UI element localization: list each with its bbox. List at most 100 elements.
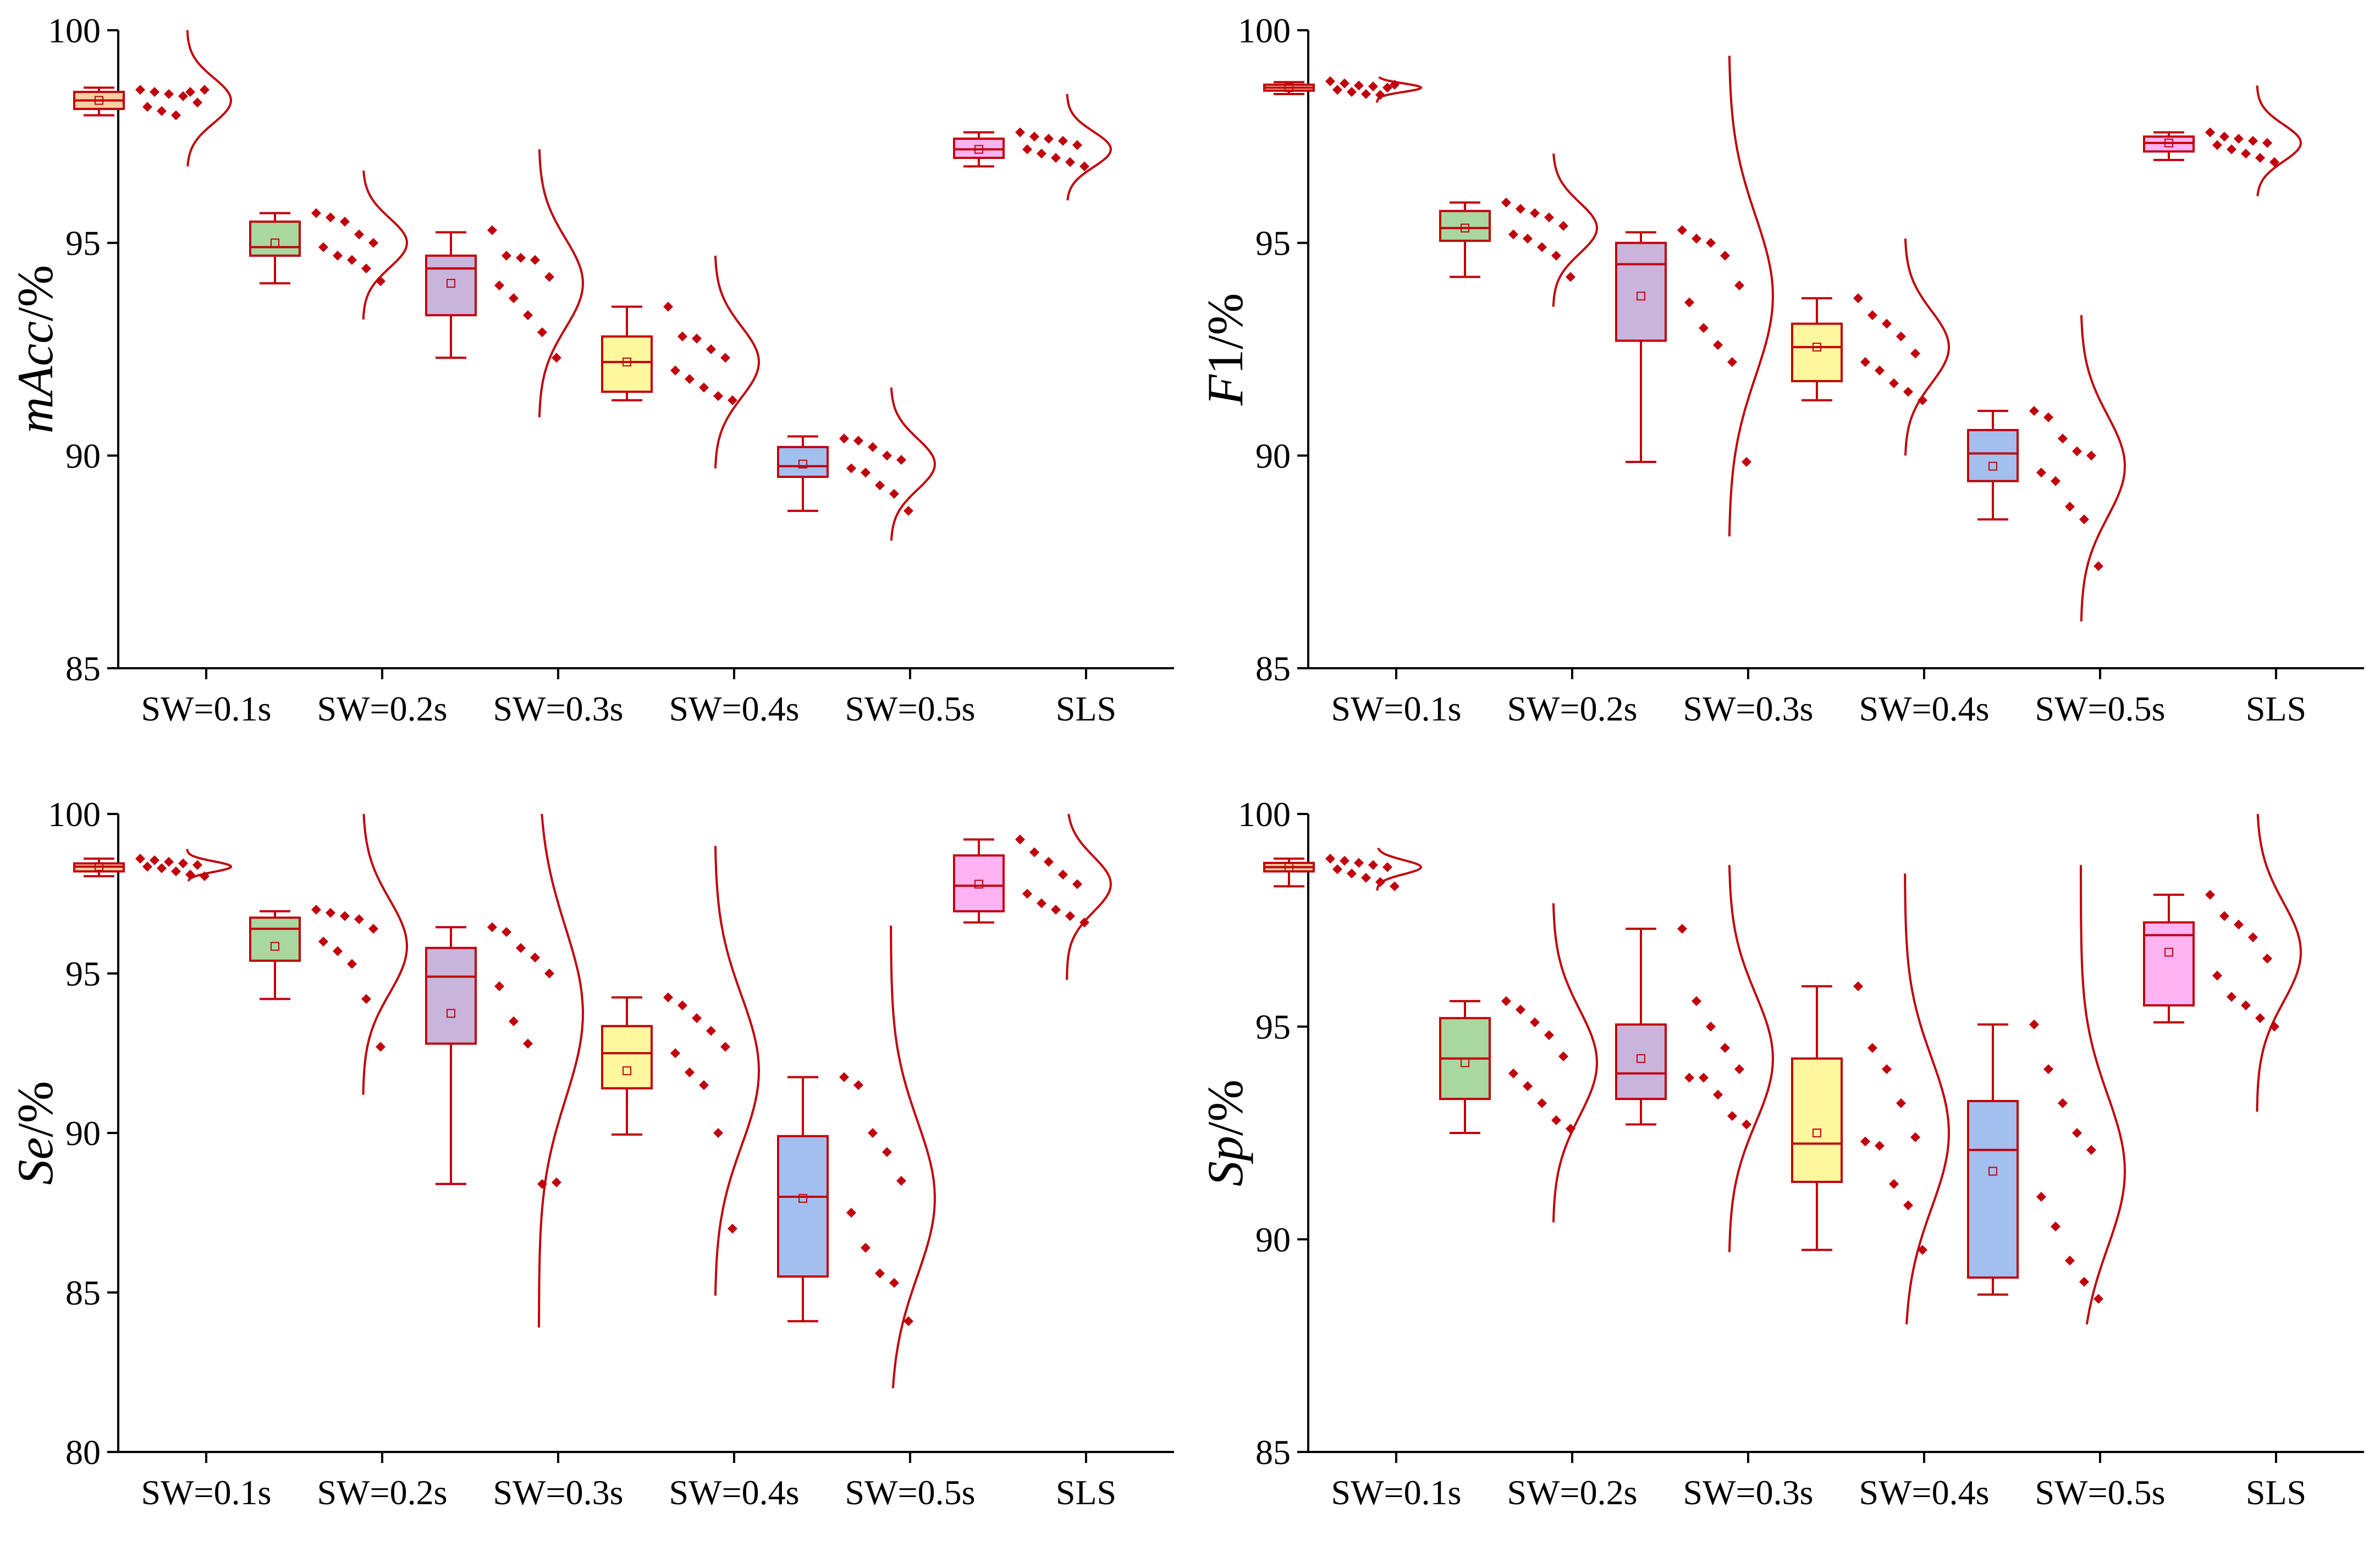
box	[249, 916, 301, 962]
data-point	[157, 863, 167, 873]
data-point	[1537, 1098, 1547, 1108]
data-point	[1015, 834, 1025, 845]
data-point	[1544, 1030, 1554, 1041]
y-axis-title: Se/%	[7, 1081, 63, 1185]
y-tick-label: 90	[65, 1114, 101, 1153]
data-point	[2248, 136, 2258, 146]
x-tick-label: SW=0.5s	[845, 1473, 976, 1512]
chart-panel-macc: 85 90 95 100 mAcc/% SW=0.1s SW=0.2s SW=0.3s SW=0…	[0, 0, 1190, 784]
data-point	[1684, 1072, 1694, 1083]
distribution-curve	[1066, 93, 1112, 201]
data-point	[1853, 293, 1863, 304]
data-point	[1530, 208, 1540, 218]
data-point	[1354, 80, 1364, 91]
data-point	[1889, 378, 1899, 388]
data-point	[1677, 923, 1687, 934]
data-point	[157, 106, 167, 116]
data-point	[1347, 87, 1357, 97]
data-point	[1523, 1081, 1533, 1091]
x-tick-label: SW=0.1s	[1331, 689, 1462, 728]
data-point	[1037, 898, 1046, 909]
distribution-curve	[2080, 865, 2126, 1325]
data-point	[376, 1042, 385, 1052]
data-point	[713, 391, 723, 401]
data-point	[2043, 412, 2053, 422]
data-point	[1037, 148, 1046, 159]
data-point	[164, 89, 174, 99]
data-point	[2219, 131, 2229, 142]
y-tick-label: 95	[65, 954, 101, 993]
data-point	[1684, 297, 1694, 307]
data-point	[1022, 889, 1032, 899]
data-point	[2262, 137, 2272, 148]
distribution-curve	[1376, 848, 1423, 891]
data-point	[2269, 157, 2279, 167]
data-point	[1860, 357, 1870, 367]
data-point	[552, 1177, 561, 1187]
data-point	[1029, 847, 1039, 857]
mean-marker	[2164, 138, 2173, 147]
y-tick-label: 100	[1238, 795, 1291, 834]
data-point	[2093, 1294, 2103, 1304]
y-axis-title: Sp/%	[1197, 1080, 1253, 1186]
y-axis-title-unit: /%	[7, 265, 63, 321]
data-point	[1867, 310, 1877, 321]
data-point	[1368, 860, 1378, 870]
x-tick-label: SW=0.1s	[1331, 1473, 1462, 1512]
data-point	[889, 488, 899, 499]
mean-marker	[447, 1009, 455, 1018]
x-tick-label: SW=0.5s	[845, 689, 976, 728]
data-point	[537, 327, 547, 338]
data-point	[1044, 857, 1054, 867]
x-tick-label: SW=0.2s	[317, 689, 448, 728]
x-tick-label: SW=0.3s	[1683, 1473, 1814, 1512]
data-point	[1734, 1064, 1744, 1074]
data-point	[2058, 1098, 2068, 1108]
data-point	[903, 1316, 913, 1327]
x-tick-label: SW=0.2s	[317, 1473, 448, 1512]
box	[601, 1025, 653, 1090]
data-point	[318, 937, 328, 947]
data-point	[670, 365, 680, 376]
data-point	[2065, 1256, 2075, 1266]
data-point	[1065, 157, 1075, 167]
data-point	[1340, 856, 1349, 866]
chart-svg: 85 90 95 100 F1/% SW=0.1s SW=0.2s SW=0.3s SW=0.4…	[1197, 11, 2364, 728]
distribution-curve	[362, 813, 409, 1095]
data-point	[509, 1016, 519, 1026]
data-point	[494, 981, 504, 992]
data-point	[1677, 225, 1687, 235]
y-tick-label: 100	[48, 11, 101, 50]
data-point	[2079, 1277, 2089, 1287]
data-point	[1501, 996, 1511, 1006]
data-point	[1022, 144, 1032, 155]
data-point	[1742, 1119, 1751, 1130]
data-point	[544, 969, 554, 978]
data-point	[1325, 76, 1335, 86]
box	[601, 335, 653, 393]
data-point	[1029, 131, 1039, 142]
data-point	[875, 480, 885, 491]
x-tick-label: SW=0.2s	[1507, 689, 1638, 728]
data-point	[839, 1072, 849, 1082]
data-point	[889, 1278, 899, 1288]
data-point	[1566, 272, 1575, 282]
y-tick-label: 100	[48, 795, 101, 834]
data-point	[1706, 1021, 1716, 1032]
data-point	[1390, 881, 1400, 892]
mean-marker	[974, 145, 983, 154]
distribution-curve	[1728, 56, 1775, 537]
data-point	[663, 301, 673, 312]
data-point	[192, 97, 202, 108]
mean-marker	[622, 1066, 631, 1075]
data-point	[361, 263, 371, 274]
data-point	[1015, 127, 1025, 137]
y-axis-title-italic: mAcc	[7, 321, 63, 433]
data-point	[1072, 879, 1082, 889]
data-point	[1072, 140, 1082, 150]
data-point	[326, 212, 335, 223]
data-point	[1530, 1017, 1540, 1027]
data-point	[347, 255, 357, 265]
y-axis-title-italic: F	[1197, 374, 1253, 406]
data-point	[171, 866, 181, 877]
